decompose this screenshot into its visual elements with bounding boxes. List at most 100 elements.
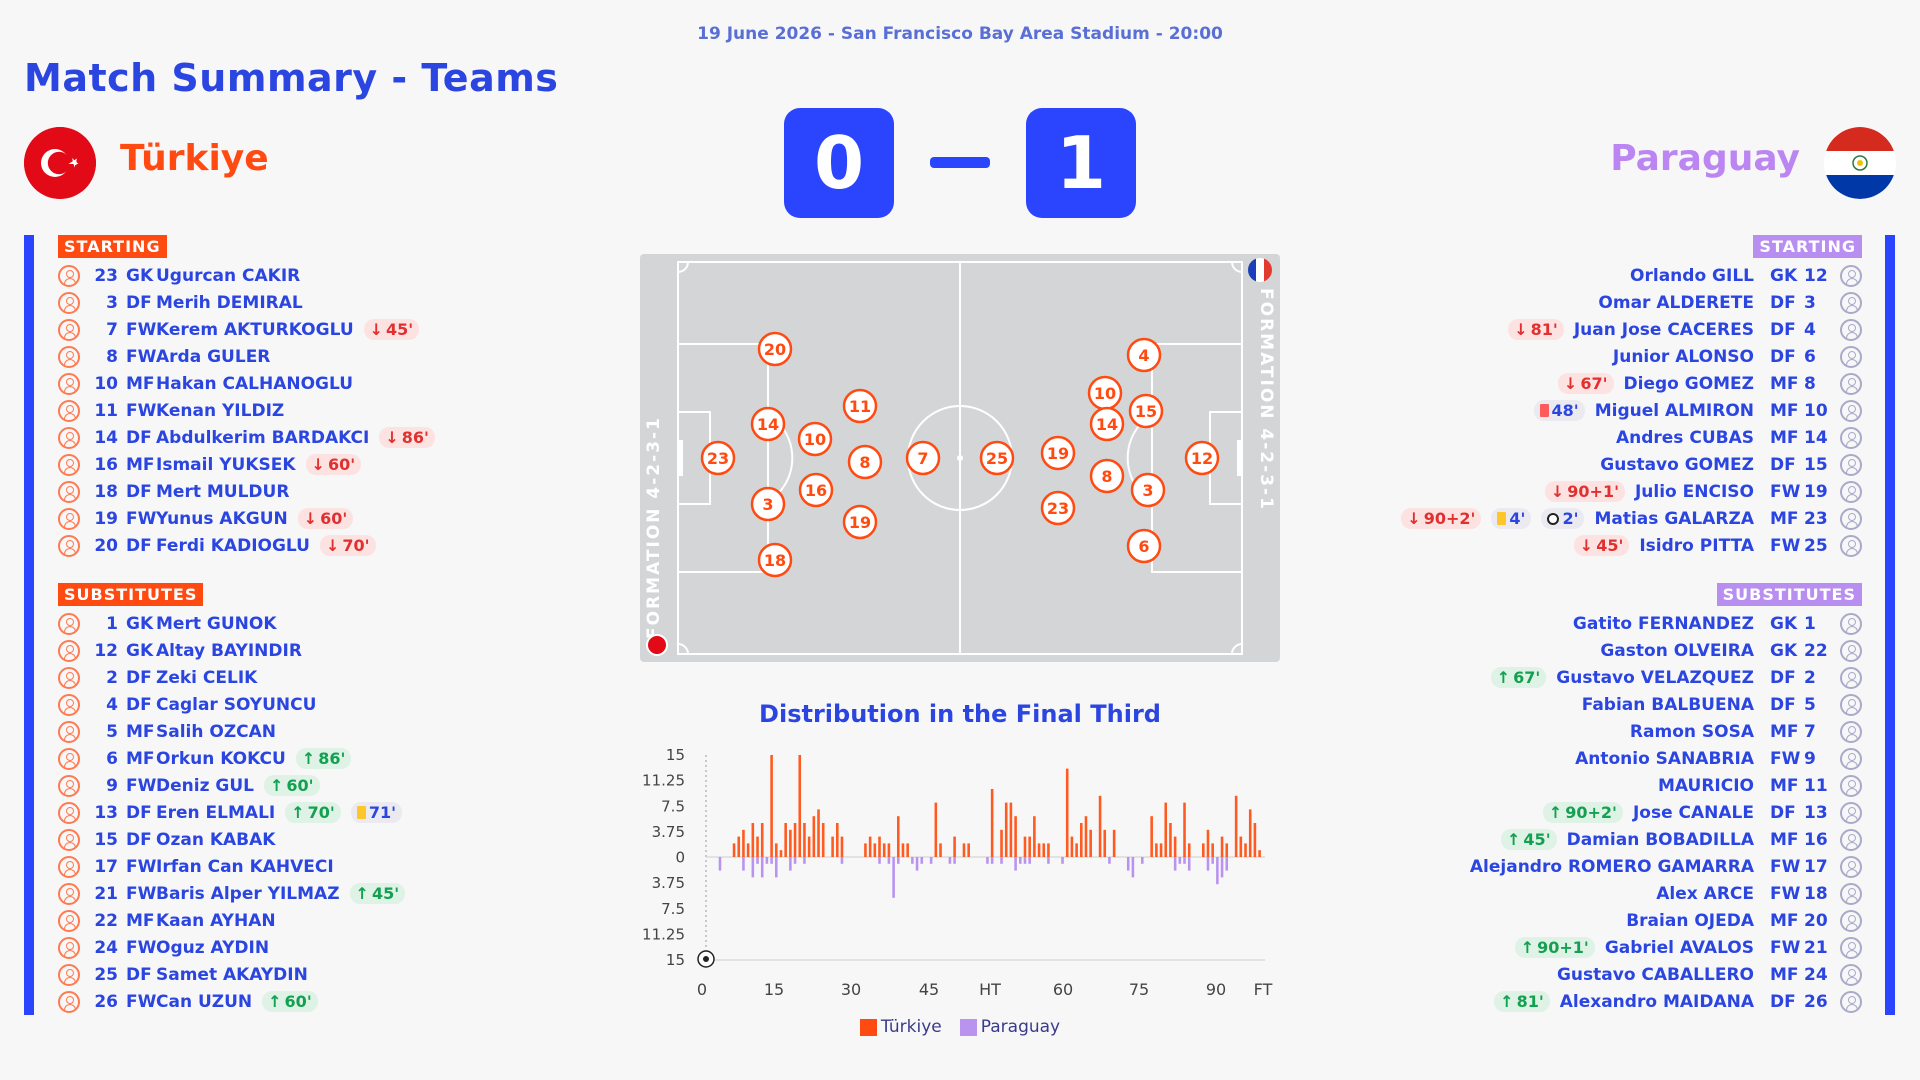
home-score: 0 [784,108,894,218]
chart-bar [1155,843,1158,857]
event-badge: ↑ 60' [262,991,318,1012]
pitch-player-marker: 23 [700,440,736,476]
x-tick-label: 60 [1053,980,1073,999]
player-row: 11 FW Kenan YILDIZ [58,397,618,424]
player-number: 21 [1804,937,1828,958]
away-subs-label: SUBSTITUTES [1716,583,1862,606]
turkiye-flag-icon [24,127,96,199]
player-position: DF [126,535,152,556]
home-team-name: Türkiye [120,138,269,179]
chart-bar [1234,795,1238,857]
player-avatar-icon [58,693,80,716]
chart-bar [798,755,802,857]
player-name: Alexandro MAIDANA [1559,991,1754,1012]
event-badge: ↓ 81' [1508,319,1564,340]
player-name: Yunus AKGUN [156,508,288,529]
player-number: 10 [1804,400,1828,421]
sub-off-arrow-icon: ↓ [1407,509,1421,528]
player-position: FW [126,319,157,340]
chart-bar [1037,843,1041,857]
y-tick-label: 11.25 [642,772,685,790]
chart-bar [737,836,741,857]
player-number: 14 [1804,427,1828,448]
chart-bar [817,809,820,857]
match-info: 19 June 2026 - San Francisco Bay Area St… [697,24,1223,44]
event-minute: 81' [1516,992,1544,1011]
home-mini-flag-icon [646,634,668,656]
pitch-player-marker: 20 [757,331,793,367]
pitch-player-number: 19 [1047,444,1069,463]
player-row: 12 GK Altay BAYINDIR [58,637,618,664]
pitch-player-number: 4 [1138,346,1149,365]
player-avatar-icon [58,318,80,341]
player-position: MF [1770,721,1799,742]
event-badge: ↓ 45' [1573,535,1630,556]
player-position: FW [1770,748,1801,769]
player-position: DF [126,802,152,823]
sub-on-arrow-icon: ↑ [1496,668,1511,687]
chart-bar [836,823,839,857]
player-number: 16 [1804,829,1828,850]
sub-off-arrow-icon: ↓ [311,455,325,474]
player-number: 7 [1804,721,1816,742]
player-avatar-icon [1840,774,1862,797]
player-row: 3 DF Merih DEMIRAL [58,289,618,316]
chart-bar [1173,836,1177,857]
chart-bar [897,816,900,857]
player-name: Deniz GUL [156,775,254,796]
player-name: Diego GOMEZ [1623,373,1755,394]
event-badge: ↑ 86' [295,748,352,769]
player-row: Alejandro ROMERO GAMARRA FW 17 [1302,853,1862,880]
chart-bar [807,836,811,857]
chart-bar [1028,857,1031,864]
y-tick-label: 15 [666,746,685,764]
player-position: FW [126,991,157,1012]
player-position: MF [1770,427,1799,448]
chart-bar [751,857,755,878]
event-minute: 90+1' [1567,482,1619,501]
paraguay-flag-icon [1824,127,1896,199]
chart-bar [953,857,956,864]
event-badge: ↑ 45' [1501,829,1557,850]
player-name: Altay BAYINDIR [156,640,302,661]
x-tick-label: 75 [1129,980,1149,999]
player-name: Omar ALDERETE [1598,292,1754,313]
event-badge: ↑ 60' [263,775,320,796]
player-name: Alex ARCE [1656,883,1754,904]
pitch-player-marker: 4 [1126,337,1162,373]
event-badge: 2' [1541,508,1585,529]
chart-bar [887,857,891,864]
player-avatar-icon [58,774,80,797]
player-avatar-icon [1840,747,1862,770]
chart-bar [1169,823,1172,857]
player-name: Juan Jose CACERES [1573,319,1754,340]
sub-on-arrow-icon: ↑ [301,749,316,768]
player-avatar-icon [1840,480,1862,503]
chart-bar [1244,843,1247,857]
player-avatar-icon [1840,666,1862,689]
chart-bar [892,857,895,898]
chart-bar [868,836,872,857]
player-number: 12 [1804,265,1828,286]
away-starting-list: Orlando GILL GK 12 Omar ALDERETE DF 3 ↓ 81' Juan… [1302,262,1862,559]
player-position: MF [1770,829,1799,850]
sub-off-arrow-icon: ↓ [385,428,399,447]
event-badge: ↓ 60' [297,508,354,529]
player-number: 4 [106,694,118,715]
chart-bar [887,843,891,857]
sub-on-arrow-icon: ↑ [1507,830,1521,849]
chart-bar [915,857,919,871]
player-row: Gatito FERNANDEZ GK 1 [1302,610,1862,637]
event-minute: 67' [1580,374,1608,393]
player-number: 19 [1804,481,1828,502]
pitch-player-marker: 3 [1130,472,1166,508]
player-position: DF [1770,292,1796,313]
pitch-player-marker: 19 [1040,435,1076,471]
player-row: 10 MF Hakan CALHANOGLU [58,370,618,397]
score-separator [930,157,990,168]
player-name: Arda GULER [156,346,271,367]
player-row: MAURICIO MF 11 [1302,772,1862,799]
pitch-player-marker: 14 [750,406,786,442]
chart-bar [878,857,881,864]
player-name: Caglar SOYUNCU [156,694,317,715]
